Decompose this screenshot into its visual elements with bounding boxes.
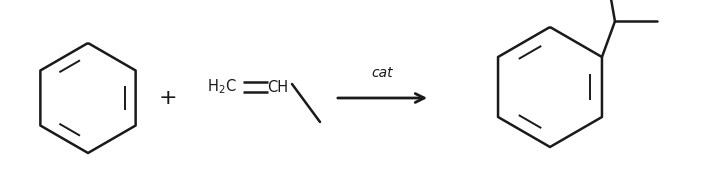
Text: H$_2$C: H$_2$C [207,78,237,96]
Text: +: + [158,88,177,108]
Text: CH: CH [268,80,289,95]
Text: cat: cat [372,66,394,80]
